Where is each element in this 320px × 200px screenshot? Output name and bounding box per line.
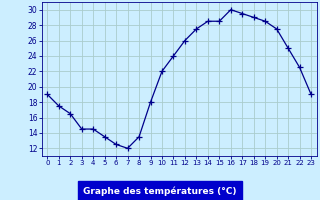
Text: Graphe des températures (°C): Graphe des températures (°C) (83, 186, 237, 196)
